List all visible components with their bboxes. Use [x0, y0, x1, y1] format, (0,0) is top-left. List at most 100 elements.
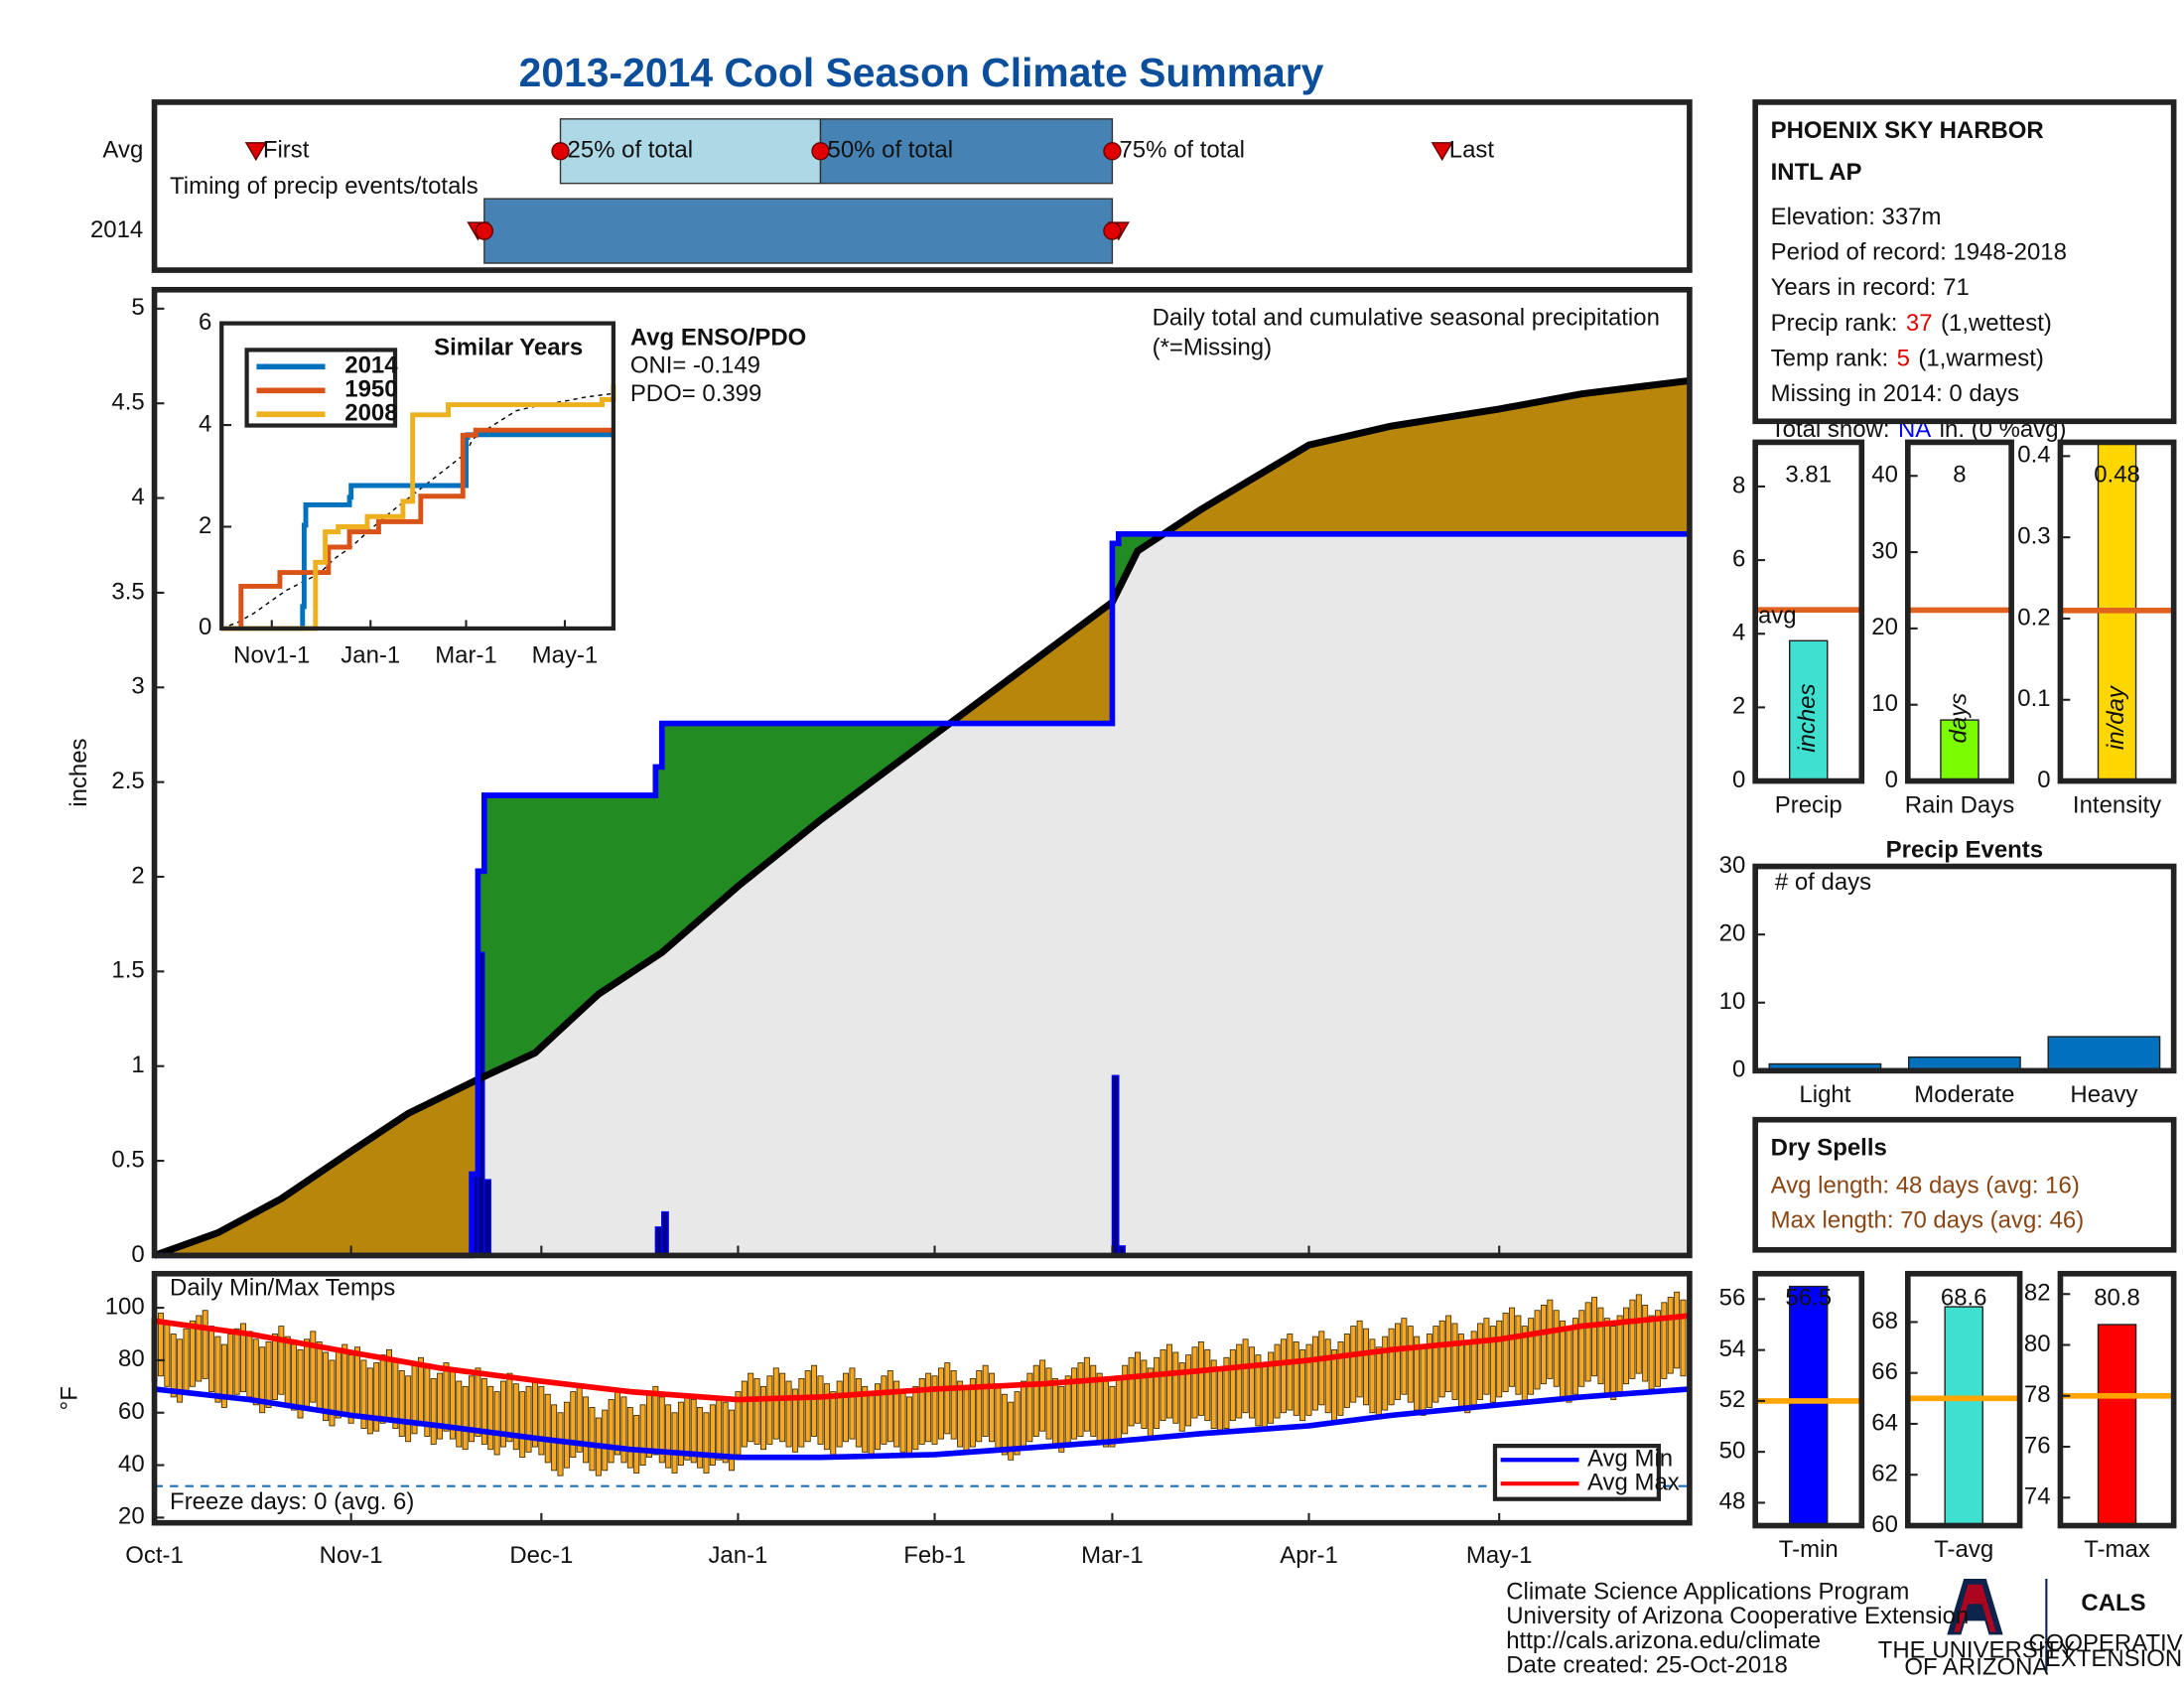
box-line-part: (1,warmest) — [1918, 346, 2043, 372]
y-tick-label: 8 — [1732, 472, 1745, 498]
temp-bar — [1160, 1348, 1166, 1422]
temp-bar — [1197, 1341, 1204, 1416]
temp-bar — [875, 1383, 881, 1451]
temp-bar — [1008, 1401, 1015, 1461]
temp-bar — [246, 1331, 253, 1398]
avg-line — [220, 392, 614, 630]
temp-bar — [862, 1385, 869, 1453]
temp-bar — [430, 1377, 437, 1445]
bar-frame — [1904, 439, 2014, 784]
temp-bar — [227, 1334, 234, 1400]
temp-bar — [684, 1393, 691, 1461]
temp-bar — [1515, 1315, 1522, 1395]
temp-bar — [944, 1362, 951, 1435]
box-line-part: Temp rank: — [1771, 346, 1888, 372]
temp-bar — [1305, 1343, 1312, 1416]
box-line: Years in record: 71 — [1771, 275, 1970, 302]
x-tick-label: May-1 — [532, 641, 599, 668]
y-tick-label: 62 — [1871, 1461, 1898, 1487]
total-marker — [475, 221, 493, 240]
x-tick-label: Apr-1 — [1280, 1542, 1338, 1569]
row-label: Avg — [102, 137, 143, 164]
main-frame — [151, 286, 1693, 1259]
y-tick-label: 0.3 — [2017, 522, 2050, 549]
x-tick-label: Dec-1 — [509, 1542, 573, 1569]
temp-bar — [1642, 1305, 1649, 1382]
bar — [1940, 719, 1979, 781]
row-label: 2014 — [90, 216, 143, 243]
avg-temp-line — [154, 1313, 1691, 1403]
y-tick-label: 60 — [1871, 1511, 1898, 1538]
temp-bar — [398, 1370, 405, 1437]
marker-label: 75% of total — [1119, 137, 1245, 164]
temp-bar — [1229, 1348, 1236, 1422]
box-title: INTL AP — [1771, 159, 1862, 186]
temp-bar — [843, 1372, 850, 1443]
temp-bar — [626, 1407, 633, 1469]
temp-bar — [804, 1370, 811, 1443]
temp-bar — [1489, 1326, 1496, 1403]
temp-bar — [1109, 1385, 1116, 1448]
x-tick-label: Nov-1 — [320, 1542, 383, 1569]
temp-bar — [855, 1377, 862, 1448]
temp-bar — [1135, 1351, 1141, 1424]
marker-label: Last — [1449, 137, 1495, 164]
daily-bar — [654, 1226, 663, 1257]
temp-bar — [1032, 1364, 1039, 1437]
legend-label: 2008 — [344, 400, 397, 427]
x-tick-label: Feb-1 — [903, 1542, 966, 1569]
temp-bar — [957, 1380, 964, 1448]
y-tick-label: 82 — [2024, 1280, 2051, 1307]
temp-bar — [196, 1315, 203, 1382]
temp-bar — [995, 1383, 1002, 1451]
late-bar — [483, 198, 1114, 264]
y-tick-label: 74 — [2024, 1483, 2051, 1510]
logo-university: OF ARIZONA — [1904, 1654, 2048, 1681]
y-tick-label: 2 — [131, 862, 144, 889]
footer-line: Climate Science Applications Program — [1506, 1578, 1909, 1605]
y-tick-label: 0 — [2037, 767, 2050, 793]
enso-line: ONI= -0.149 — [630, 352, 760, 379]
temp-bar — [189, 1320, 196, 1387]
temp-bar — [976, 1370, 983, 1443]
temp-bar — [1051, 1377, 1058, 1448]
temp-bar — [177, 1338, 184, 1403]
y-tick-label: 20 — [1719, 919, 1746, 946]
temp-bar — [506, 1372, 513, 1443]
y-tick-label: 4 — [1732, 620, 1745, 646]
temp-bar — [1648, 1315, 1655, 1390]
marker-label: 25% of total — [568, 137, 694, 164]
temp-bar — [1464, 1341, 1471, 1414]
temp-bar — [1103, 1380, 1110, 1448]
box-line: Period of record: 1948-2018 — [1771, 239, 2067, 266]
temp-bar — [868, 1393, 875, 1459]
temp-bar — [1382, 1336, 1389, 1411]
temp-bar — [1172, 1351, 1179, 1424]
temp-bar — [658, 1396, 665, 1464]
enso-title: Avg ENSO/PDO — [630, 324, 806, 351]
box-line: Missing in 2014: 0 days — [1771, 381, 2019, 408]
box-line-part: 5 — [1897, 346, 1910, 372]
bar-frame — [1904, 1270, 2023, 1529]
temp-bar — [1363, 1328, 1370, 1406]
temp-bar — [741, 1380, 748, 1448]
temp-bar — [1674, 1291, 1681, 1369]
season-line — [154, 530, 1690, 1259]
total-marker — [811, 142, 830, 161]
logo-university: THE UNIVERSITY — [1878, 1637, 2075, 1664]
temp-bar — [373, 1362, 380, 1432]
temp-bar — [881, 1375, 887, 1445]
temp-bar — [836, 1380, 843, 1448]
y-tick-label: 30 — [1871, 537, 1898, 564]
y-tick-label: 3 — [131, 673, 144, 700]
total-marker — [551, 142, 570, 161]
daily-bar — [661, 1210, 669, 1257]
temp-bar — [1311, 1336, 1318, 1411]
temp-bar — [1477, 1323, 1484, 1400]
temp-bar — [614, 1388, 620, 1456]
temp-bar — [1268, 1351, 1275, 1424]
temp-bar — [1623, 1307, 1629, 1385]
y-tick-label: 0 — [199, 614, 211, 640]
temp-bar — [1661, 1302, 1668, 1379]
text-frame — [1752, 1116, 2177, 1253]
